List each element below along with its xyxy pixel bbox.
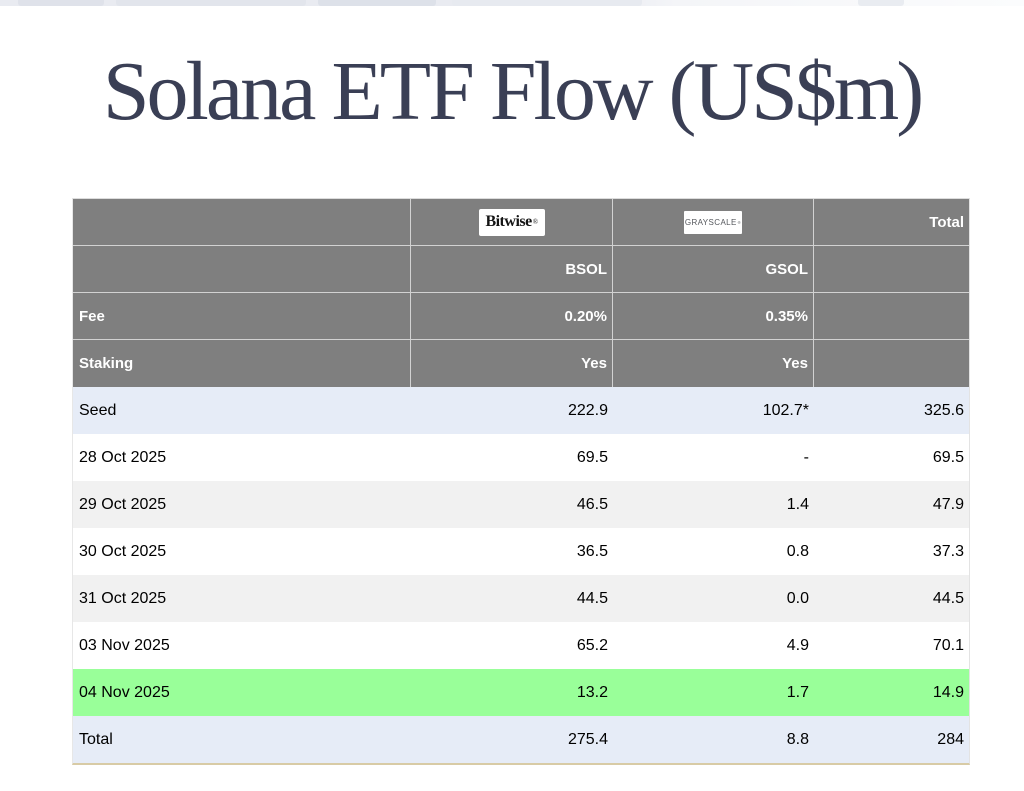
cell-gsol-30-oct-2025: 0.8 — [786, 542, 809, 560]
gsol-ticker-header: GSOL — [613, 246, 814, 293]
tab-smudge — [858, 0, 904, 6]
cell-label-30-oct-2025: 30 Oct 2025 — [79, 542, 167, 560]
cell-gsol-03-nov-2025: 4.9 — [786, 636, 809, 654]
table-row-30-oct-2025: 30 Oct 2025 36.5 0.8 37.3 — [73, 528, 969, 575]
cell-gsol-04-nov-2025: 1.7 — [786, 683, 809, 701]
grayscale-registered-mark: ® — [737, 219, 742, 225]
tab-smudge — [452, 0, 642, 6]
cell-total-seed: 325.6 — [923, 401, 964, 419]
cell-label-fee: Fee — [73, 293, 411, 340]
cell-gsol-31-oct-2025: 0.0 — [786, 589, 809, 607]
table-row-staking: Staking Yes Yes — [73, 340, 969, 387]
cell-label-04-nov-2025: 04 Nov 2025 — [79, 683, 170, 701]
header-empty-cell — [73, 246, 411, 293]
cell-label-31-oct-2025: 31 Oct 2025 — [79, 589, 167, 607]
header-empty-cell — [814, 246, 969, 293]
table-row-03-nov-2025: 03 Nov 2025 65.2 4.9 70.1 — [73, 622, 969, 669]
cell-bsol-03-nov-2025: 65.2 — [576, 636, 608, 654]
cell-bsol-28-oct-2025: 69.5 — [576, 448, 608, 466]
header-empty-cell — [73, 199, 411, 246]
cell-label-29-oct-2025: 29 Oct 2025 — [79, 495, 167, 513]
cell-total-staking — [814, 340, 969, 387]
cell-bsol-04-nov-2025: 13.2 — [576, 683, 608, 701]
cell-label-staking: Staking — [73, 340, 411, 387]
table-row-29-oct-2025: 29 Oct 2025 46.5 1.4 47.9 — [73, 481, 969, 528]
grayscale-logo-cell: GRAYSCALE ® — [613, 199, 814, 246]
cell-total-fee — [814, 293, 969, 340]
tab-smudge — [116, 0, 306, 6]
cell-label-seed: Seed — [79, 401, 117, 419]
cell-bsol-31-oct-2025: 44.5 — [576, 589, 608, 607]
cell-gsol-28-oct-2025: - — [803, 448, 809, 466]
total-column-header: Total — [814, 199, 969, 246]
cell-bsol-staking: Yes — [411, 340, 613, 387]
cell-bsol-total: 275.4 — [567, 730, 608, 748]
etf-flow-table: Bitwise ® GRAYSCALE ® Total BSOL GSOL Fee 0… — [72, 198, 970, 765]
bsol-ticker-header: BSOL — [411, 246, 613, 293]
table-row-total: Total 275.4 8.8 284 — [73, 716, 969, 763]
cell-label-total: Total — [79, 730, 113, 748]
cell-total-04-nov-2025: 14.9 — [932, 683, 964, 701]
cell-gsol-29-oct-2025: 1.4 — [786, 495, 809, 513]
browser-tab-edge-strip — [0, 0, 1024, 6]
table-header-row-tickers: BSOL GSOL — [73, 246, 969, 293]
table-row-28-oct-2025: 28 Oct 2025 69.5 - 69.5 — [73, 434, 969, 481]
bitwise-logo: Bitwise ® — [478, 208, 545, 236]
cell-gsol-seed: 102.7* — [762, 401, 809, 419]
table-row-31-oct-2025: 31 Oct 2025 44.5 0.0 44.5 — [73, 575, 969, 622]
cell-gsol-staking: Yes — [613, 340, 814, 387]
data-rows-group: Seed 222.9 102.7* 325.6 28 Oct 2025 69.5 - 69.5… — [73, 387, 969, 763]
bitwise-logo-cell: Bitwise ® — [411, 199, 613, 246]
meta-rows-group: Fee 0.20% 0.35% Staking Yes Yes — [73, 293, 969, 387]
page-title: Solana ETF Flow (US$m) — [102, 45, 924, 138]
cell-gsol-fee: 0.35% — [613, 293, 814, 340]
cell-label-03-nov-2025: 03 Nov 2025 — [79, 636, 170, 654]
tab-smudge — [18, 0, 104, 6]
cell-bsol-30-oct-2025: 36.5 — [576, 542, 608, 560]
cell-total-total: 284 — [937, 730, 964, 748]
bitwise-registered-mark: ® — [532, 218, 538, 226]
tab-smudge — [318, 0, 436, 6]
cell-bsol-seed: 222.9 — [567, 401, 608, 419]
bitwise-logo-text: Bitwise — [485, 213, 532, 230]
table-row-04-nov-2025: 04 Nov 2025 13.2 1.7 14.9 — [73, 669, 969, 716]
cell-label-28-oct-2025: 28 Oct 2025 — [79, 448, 167, 466]
table-header-row-logos: Bitwise ® GRAYSCALE ® Total — [73, 199, 969, 246]
cell-gsol-total: 8.8 — [786, 730, 809, 748]
cell-bsol-fee: 0.20% — [411, 293, 613, 340]
grayscale-logo-text: GRAYSCALE — [684, 217, 737, 227]
cell-bsol-29-oct-2025: 46.5 — [576, 495, 608, 513]
cell-total-31-oct-2025: 44.5 — [932, 589, 964, 607]
cell-total-28-oct-2025: 69.5 — [932, 448, 964, 466]
table-row-fee: Fee 0.20% 0.35% — [73, 293, 969, 340]
cell-total-29-oct-2025: 47.9 — [932, 495, 964, 513]
cell-total-03-nov-2025: 70.1 — [932, 636, 964, 654]
cell-total-30-oct-2025: 37.3 — [932, 542, 964, 560]
grayscale-logo: GRAYSCALE ® — [684, 210, 742, 234]
table-row-seed: Seed 222.9 102.7* 325.6 — [73, 387, 969, 434]
